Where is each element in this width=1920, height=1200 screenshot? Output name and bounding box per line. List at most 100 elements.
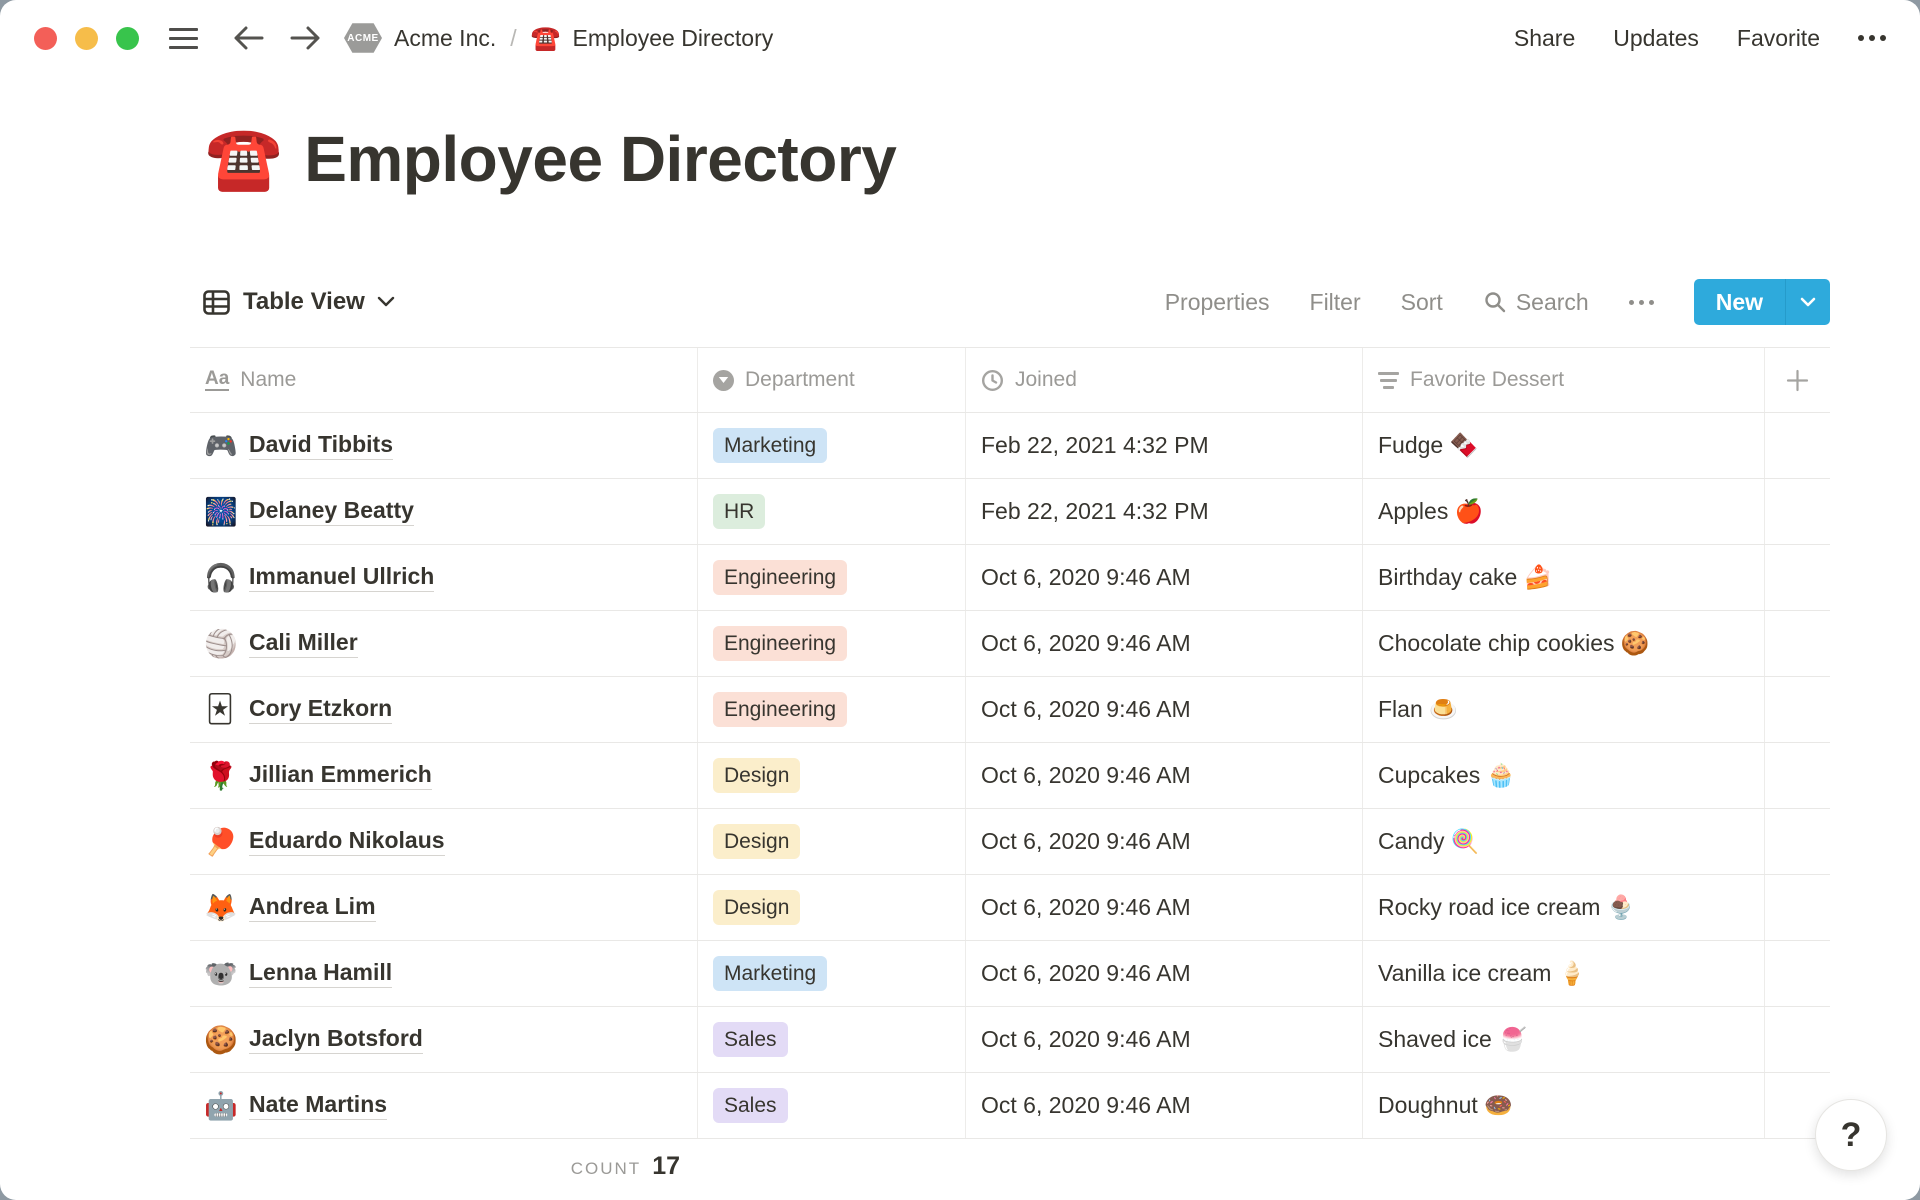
view-more-icon[interactable] <box>1628 299 1654 305</box>
properties-button[interactable]: Properties <box>1164 288 1270 315</box>
cell-favorite-dessert[interactable]: Birthday cake 🍰 <box>1363 545 1765 610</box>
department-tag: Design <box>713 823 801 860</box>
cell-department[interactable]: Design <box>698 809 966 874</box>
employee-name-link[interactable]: Jaclyn Botsford <box>249 1025 423 1054</box>
aggregate-count[interactable]: COUNT 17 <box>190 1152 698 1181</box>
cell-department[interactable]: Marketing <box>698 941 966 1006</box>
employee-name-link[interactable]: Lenna Hamill <box>249 959 393 988</box>
cell-department[interactable]: Sales <box>698 1073 966 1138</box>
cell-joined[interactable]: Oct 6, 2020 9:46 AM <box>966 545 1363 610</box>
table-row[interactable]: 🦊 Andrea Lim Design Oct 6, 2020 9:46 AM … <box>190 875 1830 941</box>
cell-joined[interactable]: Oct 6, 2020 9:46 AM <box>966 743 1363 808</box>
forward-icon[interactable] <box>288 24 322 52</box>
select-property-icon <box>713 369 734 391</box>
employee-name-link[interactable]: David Tibbits <box>249 431 393 460</box>
cell-joined[interactable]: Oct 6, 2020 9:46 AM <box>966 875 1363 940</box>
cell-department[interactable]: Engineering <box>698 677 966 742</box>
breadcrumb-workspace[interactable]: Acme Inc. <box>394 24 497 51</box>
cell-department[interactable]: Design <box>698 743 966 808</box>
cell-favorite-dessert[interactable]: Shaved ice 🍧 <box>1363 1007 1765 1072</box>
cell-favorite-dessert[interactable]: Rocky road ice cream 🍨 <box>1363 875 1765 940</box>
filter-button[interactable]: Filter <box>1309 288 1361 315</box>
cell-name[interactable]: 🐨 Lenna Hamill <box>190 941 698 1006</box>
cell-department[interactable]: Marketing <box>698 413 966 478</box>
employee-name-link[interactable]: Andrea Lim <box>249 893 376 922</box>
cell-favorite-dessert[interactable]: Chocolate chip cookies 🍪 <box>1363 611 1765 676</box>
cell-name[interactable]: 🦊 Andrea Lim <box>190 875 698 940</box>
page-icon-telephone[interactable]: ☎️ <box>205 124 283 193</box>
cell-favorite-dessert[interactable]: Candy 🍭 <box>1363 809 1765 874</box>
table-row[interactable]: 🤖 Nate Martins Sales Oct 6, 2020 9:46 AM… <box>190 1073 1830 1139</box>
cell-joined[interactable]: Feb 22, 2021 4:32 PM <box>966 413 1363 478</box>
table-row[interactable]: 🎧 Immanuel Ullrich Engineering Oct 6, 20… <box>190 545 1830 611</box>
cell-joined[interactable]: Oct 6, 2020 9:46 AM <box>966 809 1363 874</box>
cell-department[interactable]: Sales <box>698 1007 966 1072</box>
new-dropdown-button[interactable] <box>1786 279 1830 325</box>
cell-department[interactable]: Engineering <box>698 611 966 676</box>
table-row[interactable]: 🍪 Jaclyn Botsford Sales Oct 6, 2020 9:46… <box>190 1007 1830 1073</box>
column-header-name[interactable]: Aa Name <box>190 348 698 412</box>
employee-name-link[interactable]: Nate Martins <box>249 1091 388 1120</box>
cell-name[interactable]: 🎧 Immanuel Ullrich <box>190 545 698 610</box>
zoom-window-button[interactable] <box>116 26 139 50</box>
column-header-department[interactable]: Department <box>698 348 966 412</box>
table-row[interactable]: 🏓 Eduardo Nikolaus Design Oct 6, 2020 9:… <box>190 809 1830 875</box>
cell-name[interactable]: 🎆 Delaney Beatty <box>190 479 698 544</box>
cell-name[interactable]: 🃏 Cory Etzkorn <box>190 677 698 742</box>
sidebar-toggle-icon[interactable] <box>169 27 198 49</box>
cell-favorite-dessert[interactable]: Flan 🍮 <box>1363 677 1765 742</box>
cell-name[interactable]: 🏓 Eduardo Nikolaus <box>190 809 698 874</box>
employee-name-link[interactable]: Cory Etzkorn <box>249 695 393 724</box>
cell-favorite-dessert[interactable]: Fudge 🍫 <box>1363 413 1765 478</box>
table-row[interactable]: 🃏 Cory Etzkorn Engineering Oct 6, 2020 9… <box>190 677 1830 743</box>
help-button[interactable]: ? <box>1815 1099 1887 1171</box>
employee-name-link[interactable]: Jillian Emmerich <box>249 761 432 790</box>
cell-joined[interactable]: Oct 6, 2020 9:46 AM <box>966 677 1363 742</box>
new-button-group: New <box>1693 279 1830 325</box>
favorite-button[interactable]: Favorite <box>1736 24 1820 51</box>
column-header-favorite-dessert[interactable]: Favorite Dessert <box>1363 348 1765 412</box>
cell-favorite-dessert[interactable]: Cupcakes 🧁 <box>1363 743 1765 808</box>
table-row[interactable]: 🌹 Jillian Emmerich Design Oct 6, 2020 9:… <box>190 743 1830 809</box>
cell-name[interactable]: 🌹 Jillian Emmerich <box>190 743 698 808</box>
cell-department[interactable]: Design <box>698 875 966 940</box>
employee-name-link[interactable]: Immanuel Ullrich <box>249 563 435 592</box>
cell-favorite-dessert[interactable]: Apples 🍎 <box>1363 479 1765 544</box>
new-button[interactable]: New <box>1715 288 1763 315</box>
cell-name[interactable]: 🍪 Jaclyn Botsford <box>190 1007 698 1072</box>
cell-name[interactable]: 🎮 David Tibbits <box>190 413 698 478</box>
table-row[interactable]: 🏐 Cali Miller Engineering Oct 6, 2020 9:… <box>190 611 1830 677</box>
cell-joined[interactable]: Oct 6, 2020 9:46 AM <box>966 611 1363 676</box>
view-switcher[interactable]: Table View <box>202 288 395 317</box>
minimize-window-button[interactable] <box>75 26 98 50</box>
employee-name-link[interactable]: Delaney Beatty <box>249 497 414 526</box>
share-button[interactable]: Share <box>1513 24 1576 51</box>
breadcrumb-page[interactable]: Employee Directory <box>572 24 774 51</box>
employee-name-link[interactable]: Cali Miller <box>249 629 358 658</box>
cell-joined[interactable]: Oct 6, 2020 9:46 AM <box>966 1007 1363 1072</box>
cell-department[interactable]: HR <box>698 479 966 544</box>
page-title[interactable]: Employee Directory <box>304 123 897 195</box>
more-options-icon[interactable] <box>1858 35 1886 41</box>
back-icon[interactable] <box>232 24 266 52</box>
add-column-button[interactable] <box>1765 348 1830 412</box>
cell-joined[interactable]: Oct 6, 2020 9:46 AM <box>966 1073 1363 1138</box>
search-button[interactable]: Search <box>1483 289 1589 316</box>
cell-department[interactable]: Engineering <box>698 545 966 610</box>
cell-favorite-dessert[interactable]: Doughnut 🍩 <box>1363 1073 1765 1138</box>
employee-name-link[interactable]: Eduardo Nikolaus <box>249 827 445 856</box>
column-header-joined[interactable]: Joined <box>966 348 1363 412</box>
close-window-button[interactable] <box>34 26 57 50</box>
cell-name[interactable]: 🏐 Cali Miller <box>190 611 698 676</box>
table-row[interactable]: 🐨 Lenna Hamill Marketing Oct 6, 2020 9:4… <box>190 941 1830 1007</box>
cell-favorite-dessert[interactable]: Vanilla ice cream 🍦 <box>1363 941 1765 1006</box>
new-button-divider <box>1785 279 1786 325</box>
table-row[interactable]: 🎆 Delaney Beatty HR Feb 22, 2021 4:32 PM… <box>190 479 1830 545</box>
table-row[interactable]: 🎮 David Tibbits Marketing Feb 22, 2021 4… <box>190 413 1830 479</box>
employee-table: Aa Name Department Joined Favorite Desse… <box>190 347 1830 1139</box>
sort-button[interactable]: Sort <box>1400 288 1443 315</box>
cell-name[interactable]: 🤖 Nate Martins <box>190 1073 698 1138</box>
cell-joined[interactable]: Feb 22, 2021 4:32 PM <box>966 479 1363 544</box>
cell-joined[interactable]: Oct 6, 2020 9:46 AM <box>966 941 1363 1006</box>
updates-button[interactable]: Updates <box>1613 24 1699 51</box>
